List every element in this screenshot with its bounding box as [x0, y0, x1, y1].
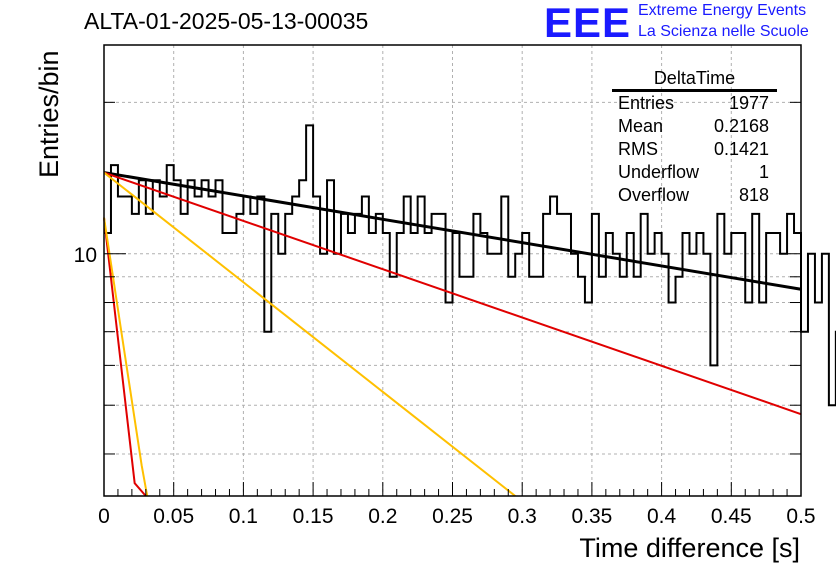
x-tick-label: 0.25 [432, 505, 473, 528]
stat-label: Mean [618, 116, 664, 136]
fit-curve-4 [103, 217, 149, 497]
stat-value: 1977 [728, 93, 769, 113]
stat-row-underflow: Underflow 1 [612, 161, 777, 184]
stat-label: Entries [618, 93, 675, 113]
x-axis-label: Time difference [s] [579, 533, 800, 563]
y-tick-label: 10 [74, 244, 97, 267]
stat-label: Underflow [618, 162, 700, 182]
stat-row-overflow: Overflow 818 [612, 184, 777, 207]
stats-title: DeltaTime [612, 68, 777, 92]
stat-label: Overflow [618, 185, 690, 205]
stats-box: DeltaTime Entries 1977 Mean 0.2168 RMS 0.14… [612, 68, 777, 207]
fit-curves [103, 171, 802, 497]
x-tick-label: 0.1 [229, 505, 258, 528]
stat-value: 818 [738, 185, 769, 205]
x-tick-label: 0.3 [508, 505, 537, 528]
fit-curve-1 [103, 171, 802, 416]
x-tick-label: 0.5 [786, 505, 815, 528]
stat-row-mean: Mean 0.2168 [612, 115, 777, 138]
fit-curve-3 [103, 217, 147, 497]
fit-curve-2 [103, 171, 516, 497]
stat-row-rms: RMS 0.1421 [612, 138, 777, 161]
histogram-line [104, 124, 836, 407]
x-tick-label: 0.4 [647, 505, 677, 528]
x-tick-label: 0.2 [368, 505, 397, 528]
logo-tagline-2: La Scienza nelle Scuole [638, 23, 809, 40]
histogram [104, 124, 836, 407]
x-tick-label: 0.15 [293, 505, 334, 528]
fit-curve-0 [103, 171, 802, 291]
eee-logo: EEE [544, 0, 632, 46]
x-tick-label: 0.05 [153, 505, 194, 528]
x-tick-label: 0.35 [571, 505, 612, 528]
stat-label: RMS [618, 139, 658, 159]
tick-labels: 0 0.05 0.1 0.15 0.2 0.25 0.3 0.35 0.4 0.45 0.5 10 [74, 244, 816, 528]
x-tick-label: 0 [98, 505, 110, 528]
stat-value: 0.1421 [713, 139, 769, 159]
axis-ticks [103, 101, 802, 496]
logo-tagline-1: Extreme Energy Events [638, 2, 807, 19]
chart-title: ALTA-01-2025-05-13-00035 [84, 8, 369, 34]
stat-value: 1 [758, 162, 769, 182]
stat-value: 0.2168 [713, 116, 769, 136]
stat-row-entries: Entries 1977 [612, 92, 777, 115]
y-axis-label: Entries/bin [0, 0, 64, 200]
x-tick-label: 0.45 [711, 505, 752, 528]
y-axis-label-text: Entries/bin [34, 50, 64, 178]
